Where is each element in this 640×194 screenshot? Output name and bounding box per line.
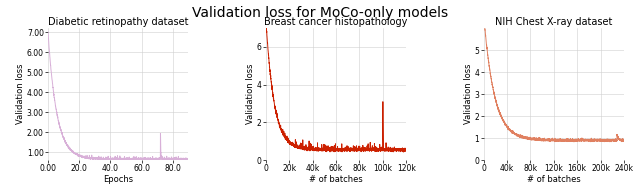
Y-axis label: Validation loss: Validation loss (464, 64, 473, 124)
X-axis label: Epochs: Epochs (103, 175, 133, 184)
X-axis label: # of batches: # of batches (309, 175, 363, 184)
Title: Diabetic retinopathy dataset: Diabetic retinopathy dataset (48, 17, 189, 27)
Title: Breast cancer histopathology: Breast cancer histopathology (264, 17, 408, 27)
X-axis label: # of batches: # of batches (527, 175, 580, 184)
Text: Validation loss for MoCo-only models: Validation loss for MoCo-only models (192, 6, 448, 20)
Title: NIH Chest X-ray dataset: NIH Chest X-ray dataset (495, 17, 612, 27)
Y-axis label: Validation loss: Validation loss (17, 64, 26, 124)
Y-axis label: Validation loss: Validation loss (246, 64, 255, 124)
